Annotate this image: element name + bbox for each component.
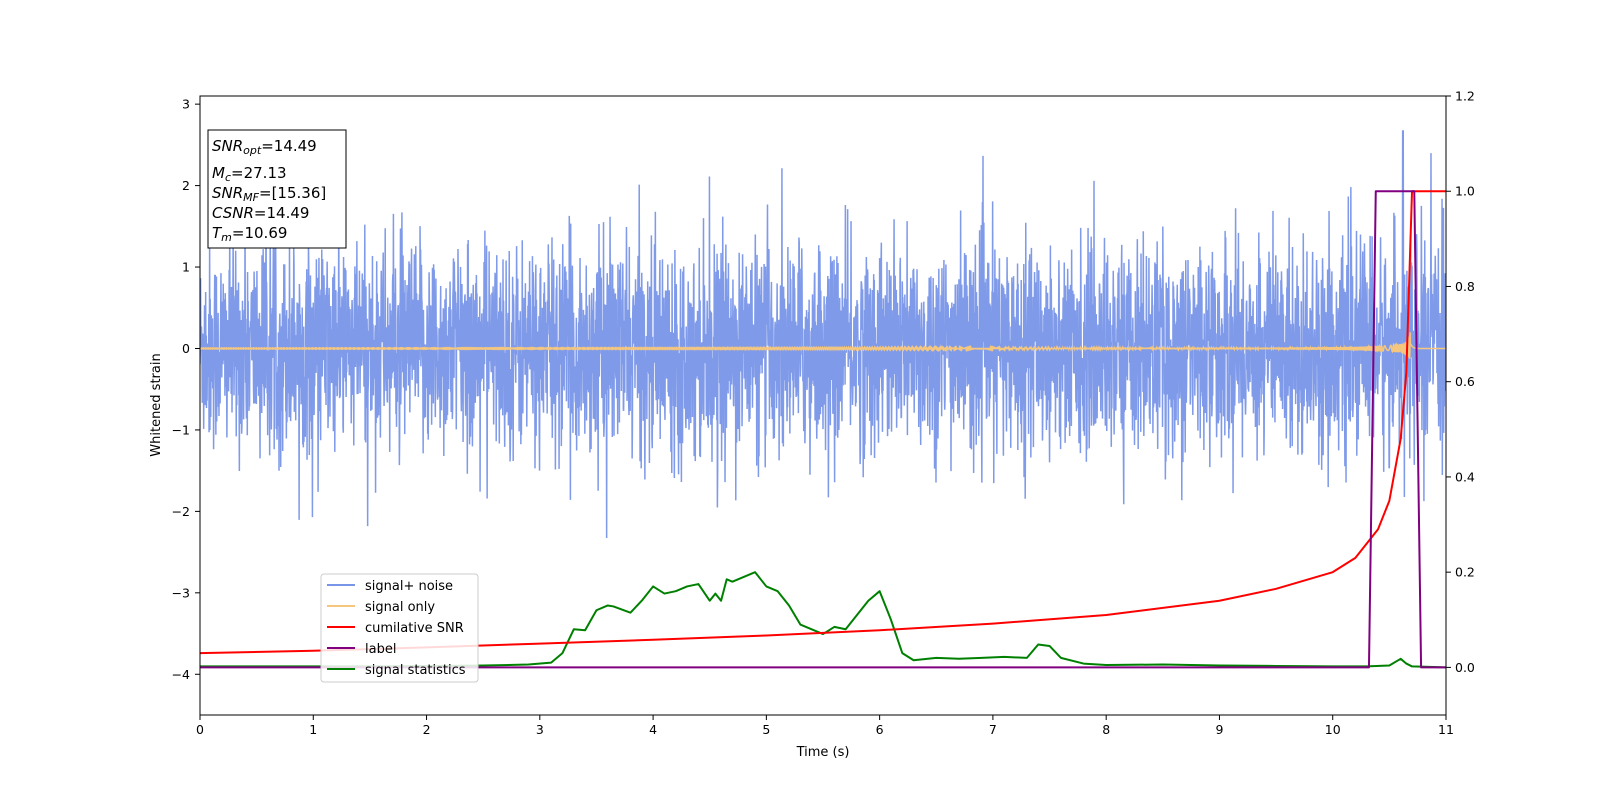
plot-frame: [199, 95, 1447, 716]
svg-text:cumilative SNR: cumilative SNR: [365, 621, 464, 636]
y-right-tick-label-6: 0.0: [1455, 660, 1475, 675]
series-label: [200, 190, 1446, 669]
series-signal-only: [200, 332, 1446, 360]
info-mc: Mc=27.13: [212, 164, 287, 184]
legend-item-label: label: [327, 642, 396, 657]
y-right-tick-label-0: 1.2: [1455, 89, 1475, 104]
y-right-tick-label-5: 0.2: [1455, 565, 1475, 580]
series-signal-statistics: [200, 571, 1446, 669]
x-tick-label-0: 0: [196, 722, 204, 737]
legend: signal+ noise signal only cumilative SNR…: [320, 573, 479, 683]
x-tick-label-2: 2: [423, 722, 431, 737]
info-tm: Tm=10.69: [212, 224, 287, 244]
x-tick-label-4: 4: [649, 722, 657, 737]
y-right-tick-label-3: 0.6: [1455, 374, 1475, 389]
x-tick-label-10: 10: [1325, 722, 1341, 737]
x-tick-label-5: 5: [762, 722, 770, 737]
legend-item-signal-noise: signal+ noise: [327, 579, 453, 594]
legend-item-signal-statistics: signal statistics: [327, 663, 466, 678]
y-left-tick-label-4: −1: [172, 422, 190, 437]
svg-text:label: label: [365, 642, 396, 657]
y-left-tick-label-2: 1: [182, 260, 190, 275]
info-snr-opt: SNRopt=14.49: [212, 137, 317, 157]
legend-item-signal-only: signal only: [327, 600, 435, 615]
y-axis-right: 1.2 1.0 0.8 0.6 0.4 0.2 0.0: [1446, 89, 1475, 675]
y-left-tick-label-6: −3: [172, 585, 190, 600]
legend-item-cumulative-snr: cumilative SNR: [327, 621, 464, 636]
y-left-tick-label-7: −4: [172, 667, 190, 682]
y-axis-label: Whitened strain: [149, 353, 164, 456]
x-tick-label-7: 7: [989, 722, 997, 737]
x-axis: 0 1 2 3 4 5 6 7 8 9 10 11: [196, 715, 1454, 737]
x-tick-label-8: 8: [1102, 722, 1110, 737]
x-tick-label-1: 1: [309, 722, 317, 737]
x-tick-label-9: 9: [1215, 722, 1223, 737]
series-cumulative-snr: [200, 190, 1446, 655]
series-layer: [200, 130, 1446, 669]
legend-frame: [320, 573, 479, 683]
svg-text:signal+ noise: signal+ noise: [365, 579, 453, 594]
svg-text:signal statistics: signal statistics: [365, 663, 466, 678]
y-left-tick-label-3: 0: [182, 341, 190, 356]
y-left-tick-label-1: 2: [182, 178, 190, 193]
y-right-tick-label-4: 0.4: [1455, 469, 1475, 484]
y-axis-left: 3 2 1 0 −1 −2 −3 −4: [172, 97, 200, 682]
y-left-tick-label-0: 3: [182, 97, 190, 112]
x-tick-label-11: 11: [1438, 722, 1454, 737]
svg-text:signal only: signal only: [365, 600, 435, 615]
info-box: SNRopt=14.49 Mc=27.13 SNRMF=[15.36] CSNR…: [207, 129, 347, 249]
x-axis-label: Time (s): [796, 745, 850, 760]
y-left-tick-label-5: −2: [172, 504, 190, 519]
series-signal-noise: [200, 130, 1446, 539]
y-right-tick-label-2: 0.8: [1455, 279, 1475, 294]
x-tick-label-3: 3: [536, 722, 544, 737]
info-csnr: CSNR=14.49: [212, 204, 309, 222]
x-tick-label-6: 6: [876, 722, 884, 737]
y-right-tick-label-1: 1.0: [1455, 184, 1475, 199]
info-snr-mf: SNRMF=[15.36]: [212, 184, 326, 204]
